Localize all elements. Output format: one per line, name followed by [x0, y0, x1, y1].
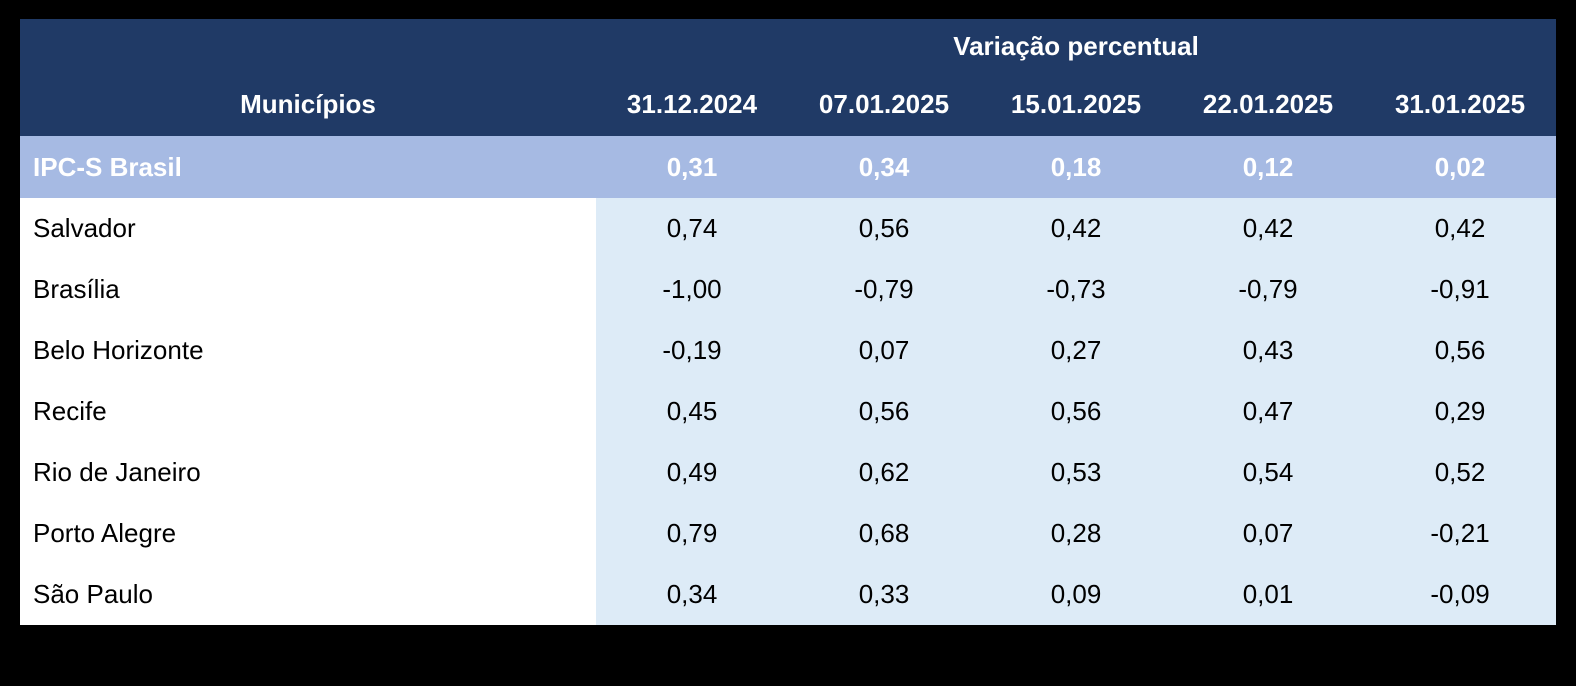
column-header-row: Municípios 31.12.2024 07.01.2025 15.01.2…	[20, 73, 1557, 136]
value-cell: 0,18	[980, 136, 1172, 198]
ipcs-variation-table: Variação percentual Municípios 31.12.202…	[20, 19, 1557, 625]
table-row-recife: Recife 0,45 0,56 0,56 0,47 0,29	[20, 381, 1557, 442]
value-cell: 0,34	[596, 564, 788, 625]
value-cell: 0,07	[788, 320, 980, 381]
value-cell: 0,68	[788, 503, 980, 564]
value-cell: 0,28	[980, 503, 1172, 564]
value-cell: 0,45	[596, 381, 788, 442]
value-cell: 0,52	[1364, 442, 1557, 503]
value-cell: 0,34	[788, 136, 980, 198]
value-cell: 0,42	[1364, 198, 1557, 259]
value-cell: 0,62	[788, 442, 980, 503]
value-cell: -0,91	[1364, 259, 1557, 320]
value-cell: 0,29	[1364, 381, 1557, 442]
table-row-rio-de-janeiro: Rio de Janeiro 0,49 0,62 0,53 0,54 0,52	[20, 442, 1557, 503]
column-header-date-4: 22.01.2025	[1172, 73, 1364, 136]
group-header-row: Variação percentual	[20, 19, 1557, 73]
value-cell: 0,56	[788, 381, 980, 442]
value-cell: 0,01	[1172, 564, 1364, 625]
table-row-salvador: Salvador 0,74 0,56 0,42 0,42 0,42	[20, 198, 1557, 259]
value-cell: -0,79	[1172, 259, 1364, 320]
value-cell: 0,12	[1172, 136, 1364, 198]
value-cell: 0,42	[980, 198, 1172, 259]
column-header-date-5: 31.01.2025	[1364, 73, 1557, 136]
value-cell: 0,43	[1172, 320, 1364, 381]
value-cell: 0,31	[596, 136, 788, 198]
value-cell: 0,02	[1364, 136, 1557, 198]
column-header-date-3: 15.01.2025	[980, 73, 1172, 136]
value-cell: 0,27	[980, 320, 1172, 381]
row-label-porto-alegre: Porto Alegre	[20, 503, 596, 564]
table-row-sao-paulo: São Paulo 0,34 0,33 0,09 0,01 -0,09	[20, 564, 1557, 625]
value-cell: -0,79	[788, 259, 980, 320]
table-row-brasilia: Brasília -1,00 -0,79 -0,73 -0,79 -0,91	[20, 259, 1557, 320]
row-label-rio-de-janeiro: Rio de Janeiro	[20, 442, 596, 503]
value-cell: -0,09	[1364, 564, 1557, 625]
table-row-belo-horizonte: Belo Horizonte -0,19 0,07 0,27 0,43 0,56	[20, 320, 1557, 381]
table-row-porto-alegre: Porto Alegre 0,79 0,68 0,28 0,07 -0,21	[20, 503, 1557, 564]
row-label-brasilia: Brasília	[20, 259, 596, 320]
column-header-date-1: 31.12.2024	[596, 73, 788, 136]
table-row-ipcs-brasil: IPC-S Brasil 0,31 0,34 0,18 0,12 0,02	[20, 136, 1557, 198]
value-cell: 0,56	[1364, 320, 1557, 381]
column-header-date-2: 07.01.2025	[788, 73, 980, 136]
value-cell: -0,19	[596, 320, 788, 381]
row-label-ipcs-brasil: IPC-S Brasil	[20, 136, 596, 198]
column-header-municipios: Municípios	[20, 73, 596, 136]
value-cell: 0,53	[980, 442, 1172, 503]
group-header-variacao-percentual: Variação percentual	[596, 19, 1557, 73]
row-label-belo-horizonte: Belo Horizonte	[20, 320, 596, 381]
value-cell: 0,09	[980, 564, 1172, 625]
row-label-salvador: Salvador	[20, 198, 596, 259]
value-cell: 0,49	[596, 442, 788, 503]
value-cell: 0,74	[596, 198, 788, 259]
value-cell: 0,79	[596, 503, 788, 564]
row-label-sao-paulo: São Paulo	[20, 564, 596, 625]
row-label-recife: Recife	[20, 381, 596, 442]
value-cell: -0,73	[980, 259, 1172, 320]
value-cell: 0,07	[1172, 503, 1364, 564]
value-cell: 0,56	[980, 381, 1172, 442]
value-cell: 0,33	[788, 564, 980, 625]
value-cell: 0,47	[1172, 381, 1364, 442]
value-cell: 0,54	[1172, 442, 1364, 503]
value-cell: 0,42	[1172, 198, 1364, 259]
value-cell: -0,21	[1364, 503, 1557, 564]
value-cell: -1,00	[596, 259, 788, 320]
header-corner-cell	[20, 19, 596, 73]
value-cell: 0,56	[788, 198, 980, 259]
